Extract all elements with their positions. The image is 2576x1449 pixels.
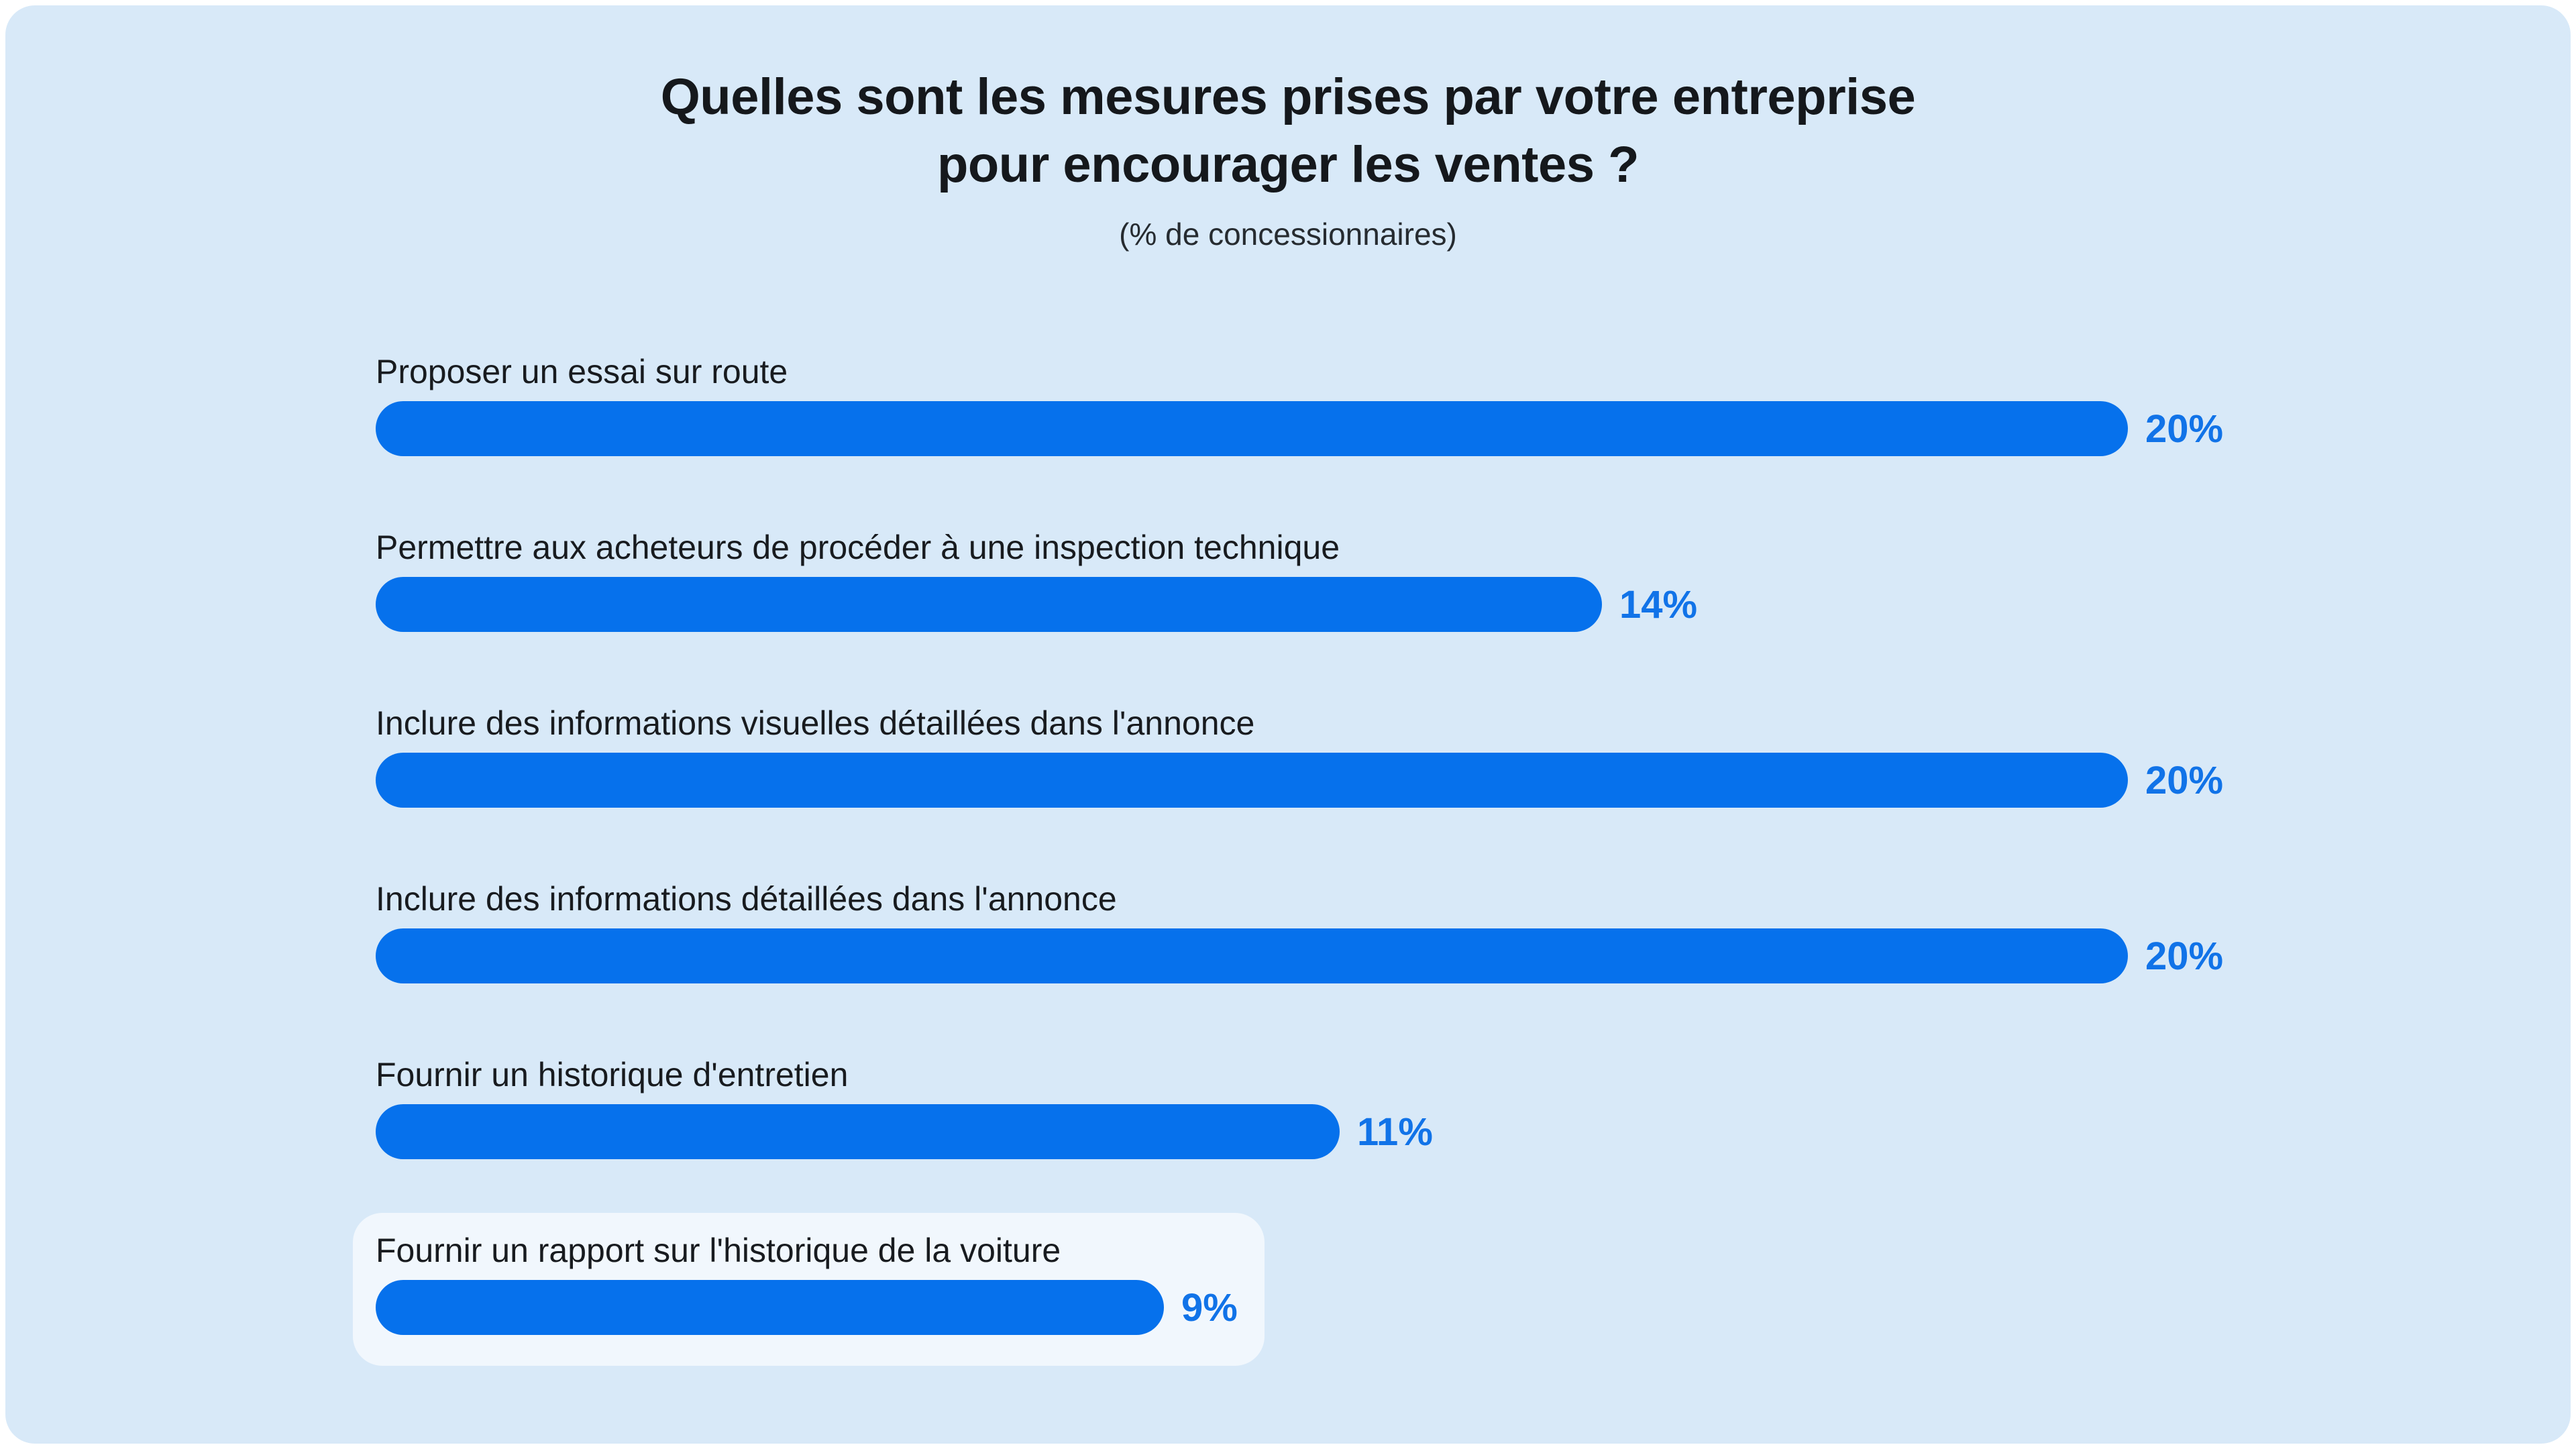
bar-label: Inclure des informations détaillées dans… — [376, 880, 1117, 918]
bar-line: 11% — [376, 1104, 1433, 1159]
bar — [376, 577, 1602, 632]
bar-line: 20% — [376, 401, 2223, 456]
bar-row: Fournir un historique d'entretien 11% — [376, 1055, 1433, 1159]
bar-value: 11% — [1357, 1110, 1433, 1154]
bar-row: Fournir un rapport sur l'historique de l… — [353, 1213, 1265, 1366]
chart-panel: Quelles sont les mesures prises par votr… — [5, 5, 2571, 1444]
bar-label: Permettre aux acheteurs de procéder à un… — [376, 529, 1340, 566]
bar-value: 20% — [2145, 407, 2224, 451]
bar-row: Permettre aux acheteurs de procéder à un… — [376, 527, 1697, 632]
bar-line: 20% — [376, 928, 2223, 983]
bar-label: Inclure des informations visuelles détai… — [376, 704, 1255, 742]
bar-value: 9% — [1181, 1285, 1238, 1330]
bar-row: Inclure des informations détaillées dans… — [376, 879, 2223, 983]
bar — [376, 753, 2128, 808]
chart-title: Quelles sont les mesures prises par votr… — [660, 68, 1916, 193]
bar-line: 9% — [376, 1280, 1238, 1335]
bar — [376, 928, 2128, 983]
bar-value: 14% — [1619, 582, 1698, 627]
bar-chart: Proposer un essai sur route 20% Permettr… — [353, 352, 2571, 1366]
bar-line: 20% — [376, 753, 2223, 808]
bar-value: 20% — [2145, 758, 2224, 802]
bar-line: 14% — [376, 577, 1697, 632]
bar-label: Proposer un essai sur route — [376, 353, 788, 390]
bar-row: Inclure des informations visuelles détai… — [376, 703, 2223, 808]
bar-label: Fournir un rapport sur l'historique de l… — [376, 1232, 1061, 1269]
chart-header: Quelles sont les mesures prises par votr… — [5, 5, 2571, 252]
bar — [376, 1280, 1164, 1335]
bar-label: Fournir un historique d'entretien — [376, 1056, 849, 1093]
bar-row: Proposer un essai sur route 20% — [376, 352, 2223, 456]
bar-value: 20% — [2145, 934, 2224, 978]
bar — [376, 401, 2128, 456]
chart-subtitle: (% de concessionnaires) — [1119, 217, 1457, 252]
bar — [376, 1104, 1340, 1159]
